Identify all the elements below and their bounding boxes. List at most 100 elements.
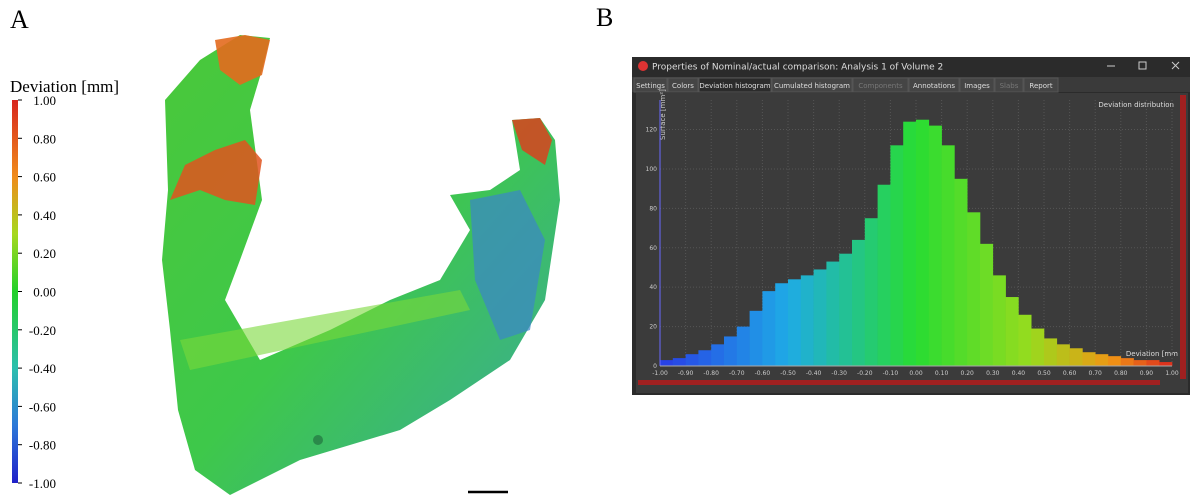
bar (1134, 360, 1147, 366)
x-tick-label: -0.30 (831, 370, 847, 377)
tab-label: Deviation histogram (699, 82, 770, 90)
colorbar-tick-label: -0.80 (29, 438, 56, 453)
bar (775, 283, 788, 366)
bar (801, 275, 814, 366)
x-tick-label: 1.00 (1165, 370, 1179, 377)
colorbar-tick-label: -0.40 (29, 361, 56, 376)
tab-label: Cumulated histogram (774, 82, 850, 90)
bar (1070, 348, 1083, 366)
bar (1121, 358, 1134, 366)
x-tick-label: 0.40 (1012, 370, 1026, 377)
bar (852, 240, 865, 366)
tab-label: Annotations (913, 82, 955, 90)
colorbar-tick-label: 0.60 (33, 170, 56, 185)
x-tick-label: -0.20 (857, 370, 873, 377)
panel-label: B (596, 3, 613, 32)
colorbar-ticks: 1.000.800.600.400.200.00-0.20-0.40-0.60-… (18, 93, 56, 491)
x-tick-label: -0.80 (703, 370, 719, 377)
x-tick-label: 0.80 (1114, 370, 1128, 377)
bar (698, 350, 711, 366)
app-icon (638, 61, 648, 71)
window-title: Properties of Nominal/actual comparison:… (652, 63, 943, 73)
bar (980, 244, 993, 366)
bar (865, 218, 878, 366)
bar (673, 358, 686, 366)
bar (788, 279, 801, 366)
colorbar (12, 100, 18, 483)
bar (967, 212, 980, 366)
bar (839, 254, 852, 366)
x-tick-label: -0.50 (780, 370, 796, 377)
y-tick-label: 40 (649, 284, 657, 291)
y-tick-label: 0 (653, 363, 657, 370)
x-tick-label: 0.60 (1063, 370, 1077, 377)
bar (660, 360, 673, 366)
bar (814, 269, 827, 366)
bar (1031, 329, 1044, 366)
x-tick-label: -0.70 (729, 370, 745, 377)
x-tick-label: -0.10 (883, 370, 899, 377)
bar (1082, 352, 1095, 366)
legend: Deviation distribution (1098, 101, 1174, 109)
bar (954, 179, 967, 366)
x-tick-label: -0.40 (806, 370, 822, 377)
bar (916, 120, 929, 366)
bar (686, 354, 699, 366)
bar (1018, 315, 1031, 366)
bar (1095, 354, 1108, 366)
bar (750, 311, 763, 366)
y-tick-label: 80 (649, 205, 657, 212)
x-axis-title: Deviation [mm (1126, 350, 1178, 358)
mandible-model (162, 35, 560, 495)
bar (826, 262, 839, 366)
tab-label: Slabs (1000, 82, 1019, 90)
colorbar-tick-label: -0.20 (29, 323, 56, 338)
y-tick-label: 20 (649, 324, 657, 331)
scrollbar[interactable] (638, 380, 1160, 385)
scrollbar[interactable] (1180, 95, 1186, 379)
x-tick-label: 0.50 (1037, 370, 1051, 377)
colorbar-tick-label: 1.00 (33, 93, 56, 108)
colorbar-tick-label: -1.00 (29, 476, 56, 491)
x-tick-label: -1.00 (652, 370, 668, 377)
x-tick-label: 0.20 (961, 370, 975, 377)
bar (1006, 297, 1019, 366)
colorbar-tick-label: 0.20 (33, 246, 56, 261)
bar (1159, 362, 1172, 366)
bar (737, 327, 750, 366)
x-tick-label: 0.30 (986, 370, 1000, 377)
colorbar-title: Deviation [mm] (10, 77, 119, 96)
x-tick-label: 0.00 (909, 370, 923, 377)
tab-label: Components (858, 82, 903, 90)
colorbar-tick-label: 0.40 (33, 208, 56, 223)
tab-label: Settings (636, 82, 665, 90)
bar (1146, 360, 1159, 366)
colorbar-tick-label: 0.00 (33, 285, 56, 300)
colorbar-tick-label: 0.80 (33, 131, 56, 146)
bar (929, 126, 942, 366)
bar (903, 122, 916, 366)
tab-label: Report (1029, 82, 1052, 90)
y-tick-label: 60 (649, 245, 657, 252)
bar (724, 336, 737, 366)
bar (762, 291, 775, 366)
x-tick-label: 0.70 (1089, 370, 1103, 377)
tab-label: Colors (672, 82, 694, 90)
bar (890, 145, 903, 366)
tab-label: Images (964, 82, 990, 90)
tabs: Settings Colors Deviation histogram Cumulat… (634, 78, 1058, 92)
x-tick-label: -0.60 (755, 370, 771, 377)
y-tick-label: 100 (646, 166, 658, 173)
x-tick-label: 0.10 (935, 370, 949, 377)
bar (878, 185, 891, 366)
bar (993, 275, 1006, 366)
y-tick-label: 120 (646, 127, 658, 134)
bar (1108, 356, 1121, 366)
panel-label: A (10, 5, 29, 34)
bar (1057, 344, 1070, 366)
x-tick-label: 0.90 (1140, 370, 1154, 377)
figure: A Deviation [mm] 1.00 0.80 0.60 0.40 0.20 0.0… (0, 0, 1191, 504)
bar (942, 145, 955, 366)
bar (711, 344, 724, 366)
bar (1044, 338, 1057, 366)
